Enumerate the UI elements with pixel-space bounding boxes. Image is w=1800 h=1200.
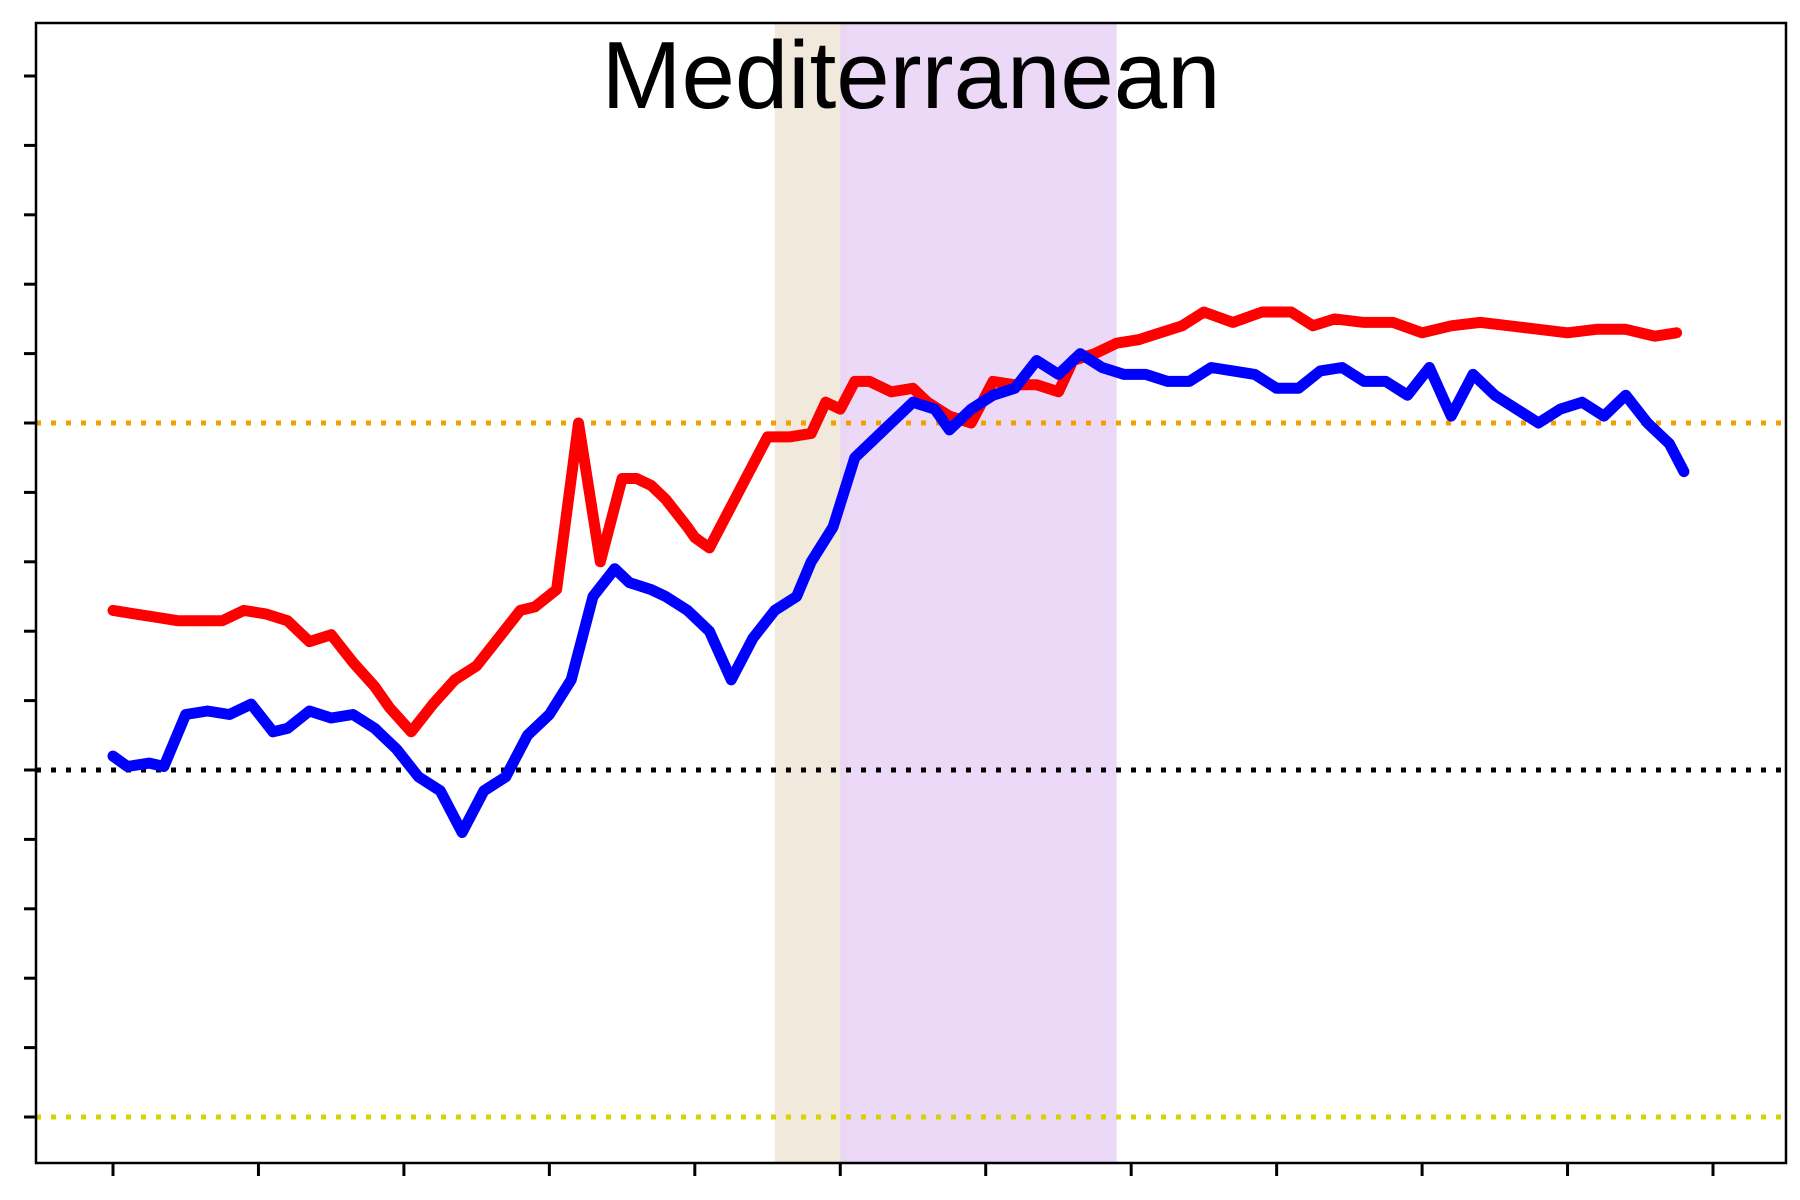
- shaded-regions: [774, 23, 1117, 1163]
- shaded-region-2: [840, 23, 1117, 1163]
- x-axis-ticks: [111, 1163, 1715, 1176]
- series-lines: [107, 306, 1690, 838]
- series-line-2: [107, 348, 1690, 838]
- shaded-region-1: [774, 23, 848, 1163]
- series-line-1: [107, 306, 1683, 738]
- y-axis-ticks: [24, 74, 36, 1119]
- reference-lines: [36, 420, 1786, 1120]
- plot-frame: [34, 21, 1788, 1165]
- chart-title: Mediterranean: [601, 22, 1220, 129]
